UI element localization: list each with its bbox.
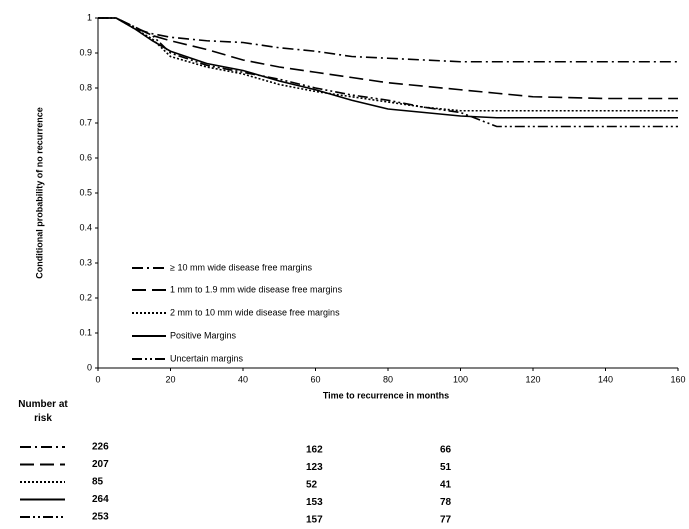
legend-label: ≥ 10 mm wide disease free margins — [170, 262, 312, 272]
legend-label: 1 mm to 1.9 mm wide disease free margins — [170, 284, 343, 294]
legend-label: 2 mm to 10 mm wide disease free margins — [170, 307, 340, 317]
at-risk-value: 85 — [92, 477, 104, 488]
at-risk-value: 264 — [92, 494, 109, 505]
at-risk-value: 253 — [92, 512, 109, 523]
y-tick-label: 0.2 — [79, 292, 92, 302]
x-tick-label: 40 — [238, 374, 248, 384]
at-risk-value: 41 — [440, 480, 452, 491]
x-axis-label: Time to recurrence in months — [323, 390, 449, 400]
y-tick-label: 0.8 — [79, 82, 92, 92]
at-risk-value: 153 — [306, 497, 323, 508]
at-risk-value: 77 — [440, 515, 452, 526]
y-tick-label: 0.6 — [79, 152, 92, 162]
y-tick-label: 1 — [87, 12, 92, 22]
at-risk-value: 207 — [92, 459, 109, 470]
y-tick-label: 0 — [87, 362, 92, 372]
at-risk-value: 78 — [440, 497, 452, 508]
at-risk-value: 162 — [306, 445, 323, 456]
at-risk-value: 51 — [440, 462, 452, 473]
y-tick-label: 0.1 — [79, 327, 92, 337]
series-line — [98, 17, 678, 63]
x-tick-label: 140 — [598, 374, 613, 384]
x-tick-label: 120 — [525, 374, 540, 384]
at-risk-header: Number at risk — [18, 399, 68, 424]
x-tick-label: 100 — [453, 374, 468, 384]
x-tick-label: 20 — [165, 374, 175, 384]
y-tick-label: 0.9 — [79, 47, 92, 57]
y-tick-label: 0.3 — [79, 257, 92, 267]
y-tick-label: 0.7 — [79, 117, 92, 127]
at-risk-value: 226 — [92, 442, 109, 453]
legend-label: Uncertain margins — [170, 353, 244, 363]
series-line — [98, 17, 678, 119]
x-tick-label: 0 — [95, 374, 100, 384]
at-risk-value: 52 — [306, 480, 318, 491]
y-tick-label: 0.4 — [79, 222, 92, 232]
x-tick-label: 160 — [670, 374, 685, 384]
y-tick-label: 0.5 — [79, 187, 92, 197]
y-axis-label: Conditional probability of no recurrence — [34, 107, 44, 279]
series-line — [98, 17, 678, 128]
series-line — [98, 17, 678, 112]
at-risk-value: 66 — [440, 445, 452, 456]
legend-label: Positive Margins — [170, 330, 237, 340]
at-risk-value: 157 — [306, 515, 323, 526]
x-tick-label: 80 — [383, 374, 393, 384]
at-risk-value: 123 — [306, 462, 323, 473]
x-tick-label: 60 — [310, 374, 320, 384]
